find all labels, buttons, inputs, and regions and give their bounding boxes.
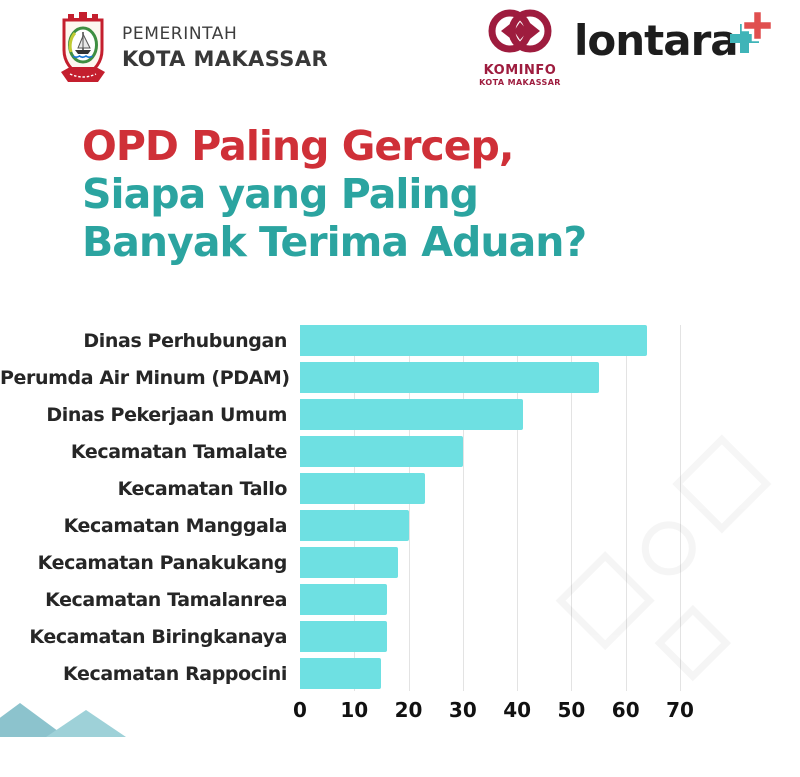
grid-line <box>625 325 627 691</box>
x-tick-label: 30 <box>448 698 477 722</box>
government-name: PEMERINTAH KOTA MAKASSAR <box>122 24 328 72</box>
bar <box>300 473 425 504</box>
bar-label: Perumda Air Minum (PDAM) <box>0 366 290 389</box>
bar-track <box>300 621 680 652</box>
chart-row: Kecamatan Tamalate <box>0 433 760 470</box>
chart-row: Perumda Air Minum (PDAM) <box>0 359 760 396</box>
lontara-logo-block: lontara <box>574 9 772 65</box>
bar-track <box>300 436 680 467</box>
chart-row: Kecamatan Rappocini <box>0 655 760 692</box>
government-line1: PEMERINTAH <box>122 24 238 45</box>
infographic-page: { "header": { "government": { "line1": "… <box>0 6 772 737</box>
bar <box>300 547 398 578</box>
chart-row: Dinas Perhubungan <box>0 322 760 359</box>
bar-label: Kecamatan Panakukang <box>37 551 288 574</box>
x-tick-label: 10 <box>340 698 369 722</box>
lontara-plus-icon <box>729 9 772 53</box>
bar-track <box>300 584 680 615</box>
makassar-crest-icon <box>61 12 105 82</box>
bar-label: Kecamatan Tamalanrea <box>45 588 287 611</box>
chart-row: Kecamatan Biringkanaya <box>0 618 760 655</box>
decor-triangle-right <box>46 710 126 737</box>
bar-label: Kecamatan Tamalate <box>70 440 287 463</box>
title-line-1: OPD Paling Gercep, <box>82 122 514 170</box>
grid-line <box>680 325 681 691</box>
bar-track <box>300 325 680 356</box>
chart-row: Kecamatan Manggala <box>0 507 760 544</box>
bar-label: Kecamatan Rappocini <box>63 662 287 685</box>
government-line2: KOTA MAKASSAR <box>122 46 329 71</box>
grid-line <box>517 325 519 691</box>
x-tick-label: 70 <box>666 698 694 722</box>
chart-row: Kecamatan Tallo <box>0 470 760 507</box>
grid-line <box>462 325 464 691</box>
chart-row: Kecamatan Panakukang <box>0 544 760 581</box>
bar <box>300 362 599 393</box>
bar-track <box>300 399 680 430</box>
bar <box>300 658 382 689</box>
title-line-2: Siapa yang Paling <box>82 170 479 218</box>
bar-track <box>300 510 680 541</box>
x-tick-label: 20 <box>394 698 423 722</box>
x-tick-label: 40 <box>503 698 532 722</box>
bar <box>300 584 387 615</box>
grid-line <box>408 325 410 691</box>
kominfo-subtitle: KOTA MAKASSAR <box>479 78 561 87</box>
kominfo-name: KOMINFO <box>483 63 557 78</box>
x-tick-label: 0 <box>293 698 307 722</box>
x-tick-label: 60 <box>611 698 640 722</box>
bar-track <box>300 473 680 504</box>
government-logo-block: PEMERINTAH KOTA MAKASSAR <box>56 8 328 88</box>
chart-rows: Dinas Perhubungan Perumda Air Minum (PDAM… <box>0 322 760 692</box>
lontara-wordmark: lontara <box>574 16 739 65</box>
bar-label: Kecamatan Biringkanaya <box>29 625 287 648</box>
kominfo-logo-block: KOMINFO KOTA MAKASSAR <box>478 6 562 87</box>
grid-line <box>571 325 573 691</box>
bar-label: Kecamatan Tallo <box>117 477 288 500</box>
grid-line <box>354 325 356 691</box>
bar-track <box>300 658 680 689</box>
bar-chart: Dinas Perhubungan Perumda Air Minum (PDAM… <box>0 322 760 724</box>
bar-label: Dinas Pekerjaan Umum <box>46 403 287 426</box>
chart-row: Kecamatan Tamalanrea <box>0 581 760 618</box>
title-line-3: Banyak Terima Aduan? <box>82 218 587 266</box>
bar-label: Dinas Perhubungan <box>83 329 287 352</box>
kominfo-icon <box>488 9 552 53</box>
bar <box>300 325 648 356</box>
bar <box>300 621 387 652</box>
bar <box>300 436 463 467</box>
chart-gridlines <box>300 325 681 691</box>
bar-track <box>300 362 680 393</box>
bar-label: Kecamatan Manggala <box>63 514 288 537</box>
bar <box>300 510 409 541</box>
x-axis: 0 10 20 30 40 50 60 70 <box>293 698 694 724</box>
chart-row: Dinas Pekerjaan Umum <box>0 396 760 433</box>
bar-track <box>300 547 680 578</box>
bar <box>300 399 523 430</box>
x-tick-label: 50 <box>557 698 586 722</box>
page-title: OPD Paling Gercep, Siapa yang Paling Ban… <box>82 122 587 266</box>
